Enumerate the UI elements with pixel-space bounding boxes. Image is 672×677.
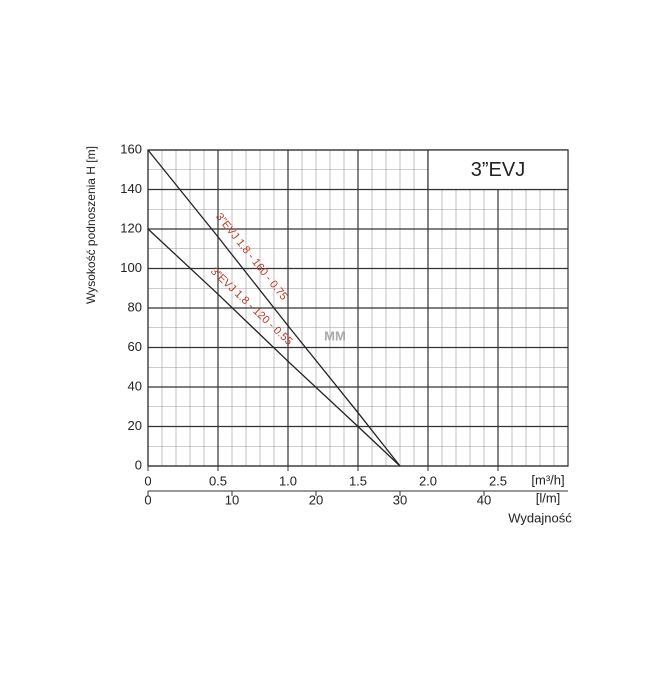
y-tick-label: 160 xyxy=(120,141,142,156)
y-tick-label: 80 xyxy=(128,299,142,314)
y-tick-label: 60 xyxy=(128,339,142,354)
x2-tick-label: 30 xyxy=(393,492,407,507)
x2-unit: [l/m] xyxy=(536,490,561,505)
y-tick-label: 20 xyxy=(128,418,142,433)
x-axis-label: Wydajność xyxy=(508,510,572,525)
series-label: 3”EVJ 1.8 - 120 - 0.55 xyxy=(208,265,295,347)
plot-border xyxy=(147,149,569,467)
y-tick-label: 0 xyxy=(135,457,142,472)
y-tick-label: 140 xyxy=(120,181,142,196)
x-tick-label: 2.0 xyxy=(419,473,437,488)
x-tick-label: 1.5 xyxy=(349,473,367,488)
watermark: MM xyxy=(324,328,346,343)
x2-tick-label: 20 xyxy=(309,492,323,507)
y-tick-label: 120 xyxy=(120,220,142,235)
x-tick-label: 0 xyxy=(144,473,151,488)
title-box xyxy=(427,149,569,191)
y-axis-label: Wysokość podnoszenia H [m] xyxy=(84,146,98,304)
line xyxy=(147,149,401,467)
x2-tick-label: 0 xyxy=(144,492,151,507)
y-tick-label: 40 xyxy=(128,378,142,393)
x2-tick-label: 40 xyxy=(477,492,491,507)
x2-tick-label: 10 xyxy=(225,492,239,507)
y-tick-label: 100 xyxy=(120,260,142,275)
x-tick-label: 0.5 xyxy=(209,473,227,488)
chart-title: 3”EVJ xyxy=(471,159,525,181)
x-tick-label: 1.0 xyxy=(279,473,297,488)
x-tick-label: 2.5 xyxy=(489,473,507,488)
x-unit: [m³/h] xyxy=(531,472,564,487)
line xyxy=(147,228,401,467)
